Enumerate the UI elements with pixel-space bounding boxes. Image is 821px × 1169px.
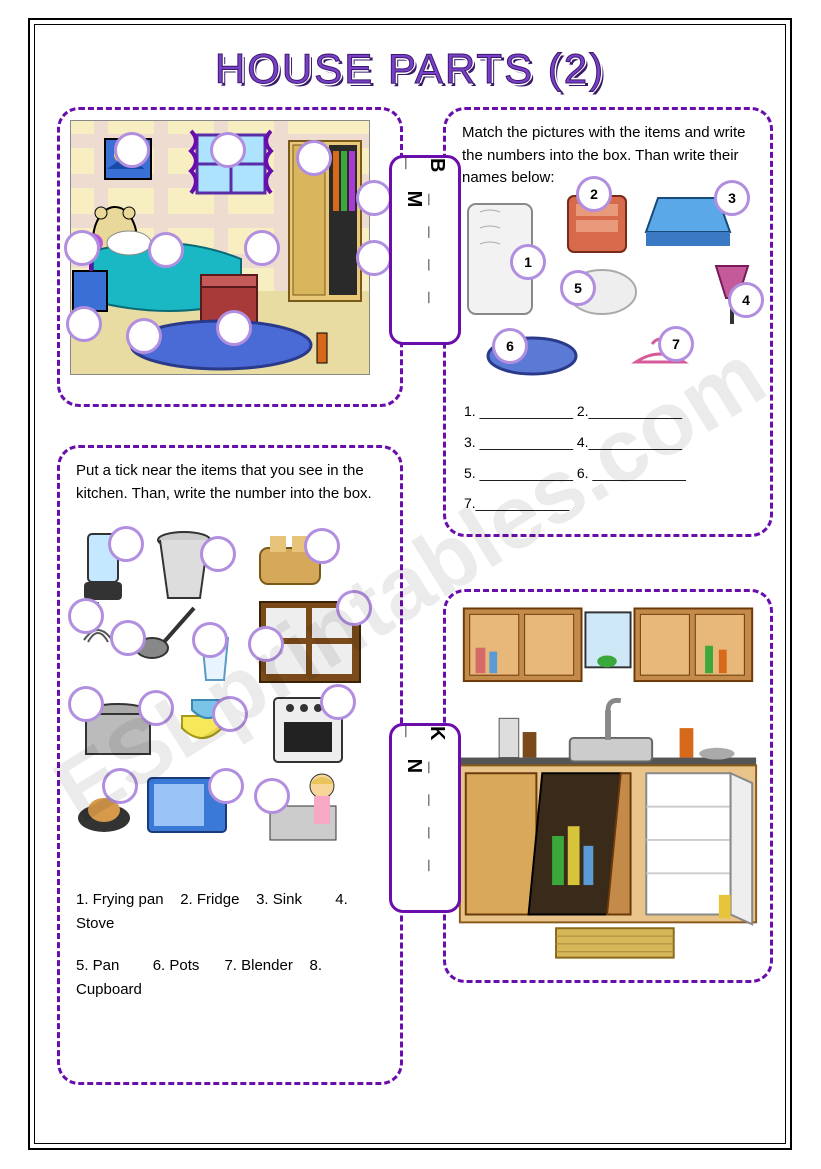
list-row: 5. Pan 6. Pots 7. Blender 8. Cupboard xyxy=(76,954,384,1002)
circle-number[interactable]: 6 xyxy=(492,328,528,364)
blank-line[interactable]: 5. ____________ 6. ____________ xyxy=(446,458,770,489)
circle-blank[interactable] xyxy=(296,140,332,176)
panel-tick: Put a tick near the items that you see i… xyxy=(57,445,403,1085)
match-blanks: 1. ____________ 2.____________ 3. ______… xyxy=(446,396,770,519)
circle-blank[interactable] xyxy=(216,310,252,346)
circle-blank[interactable] xyxy=(336,590,372,626)
panel-kitchen-scene xyxy=(443,589,773,983)
circle-blank[interactable] xyxy=(212,696,248,732)
circle-blank[interactable] xyxy=(254,778,290,814)
circle-blank[interactable] xyxy=(320,684,356,720)
match-instruction: Match the pictures with the items and wr… xyxy=(446,110,770,194)
page-title: HOUSE PARTS (2) xyxy=(215,45,605,93)
circle-blank[interactable] xyxy=(66,306,102,342)
circle-blank[interactable] xyxy=(192,622,228,658)
circle-number[interactable]: 5 xyxy=(560,270,596,306)
circle-blank[interactable] xyxy=(248,626,284,662)
panel-match: Match the pictures with the items and wr… xyxy=(443,107,773,537)
circle-blank[interactable] xyxy=(102,768,138,804)
room-label-bedroom[interactable]: B _ _ _ _ _ M xyxy=(389,155,461,345)
worksheet-page: HOUSE PARTS (2) xyxy=(0,0,821,1169)
circle-number[interactable]: 7 xyxy=(658,326,694,362)
outer-frame: HOUSE PARTS (2) xyxy=(28,18,792,1150)
circle-blank[interactable] xyxy=(244,230,280,266)
list-item: 6. Pots xyxy=(153,957,200,974)
circle-blank[interactable] xyxy=(148,232,184,268)
kitchen-illustration xyxy=(454,600,762,972)
tick-instruction: Put a tick near the items that you see i… xyxy=(60,448,400,509)
circle-blank[interactable] xyxy=(208,768,244,804)
tick-word-list: 1. Frying pan 2. Fridge 3. Sink 4. Stove… xyxy=(60,882,400,1008)
circle-number[interactable]: 4 xyxy=(728,282,764,318)
list-item: 2. Fridge xyxy=(180,891,239,908)
blank-line[interactable]: 3. ____________ 4.____________ xyxy=(446,427,770,458)
panel-bedroom-scene xyxy=(57,107,403,407)
room-label-kitchen[interactable]: K _ _ _ _ _ N xyxy=(389,723,461,913)
circle-blank[interactable] xyxy=(210,132,246,168)
circle-number[interactable]: 3 xyxy=(714,180,750,216)
circle-blank[interactable] xyxy=(68,686,104,722)
circle-blank[interactable] xyxy=(200,536,236,572)
inner-frame: HOUSE PARTS (2) xyxy=(34,24,786,1144)
list-item: 5. Pan xyxy=(76,957,119,974)
match-items-area: 1 2 3 4 5 6 7 xyxy=(460,188,760,388)
circle-blank[interactable] xyxy=(356,180,392,216)
list-row: 1. Frying pan 2. Fridge 3. Sink 4. Stove xyxy=(76,888,384,936)
blank-line[interactable]: 1. ____________ 2.____________ xyxy=(446,396,770,427)
circle-blank[interactable] xyxy=(304,528,340,564)
list-item: 1. Frying pan xyxy=(76,891,164,908)
circle-number[interactable]: 1 xyxy=(510,244,546,280)
list-item: 3. Sink xyxy=(256,891,302,908)
circle-blank[interactable] xyxy=(110,620,146,656)
circle-blank[interactable] xyxy=(126,318,162,354)
circle-blank[interactable] xyxy=(356,240,392,276)
circle-blank[interactable] xyxy=(114,132,150,168)
list-item: 7. Blender xyxy=(224,957,292,974)
circle-blank[interactable] xyxy=(138,690,174,726)
tick-items-area xyxy=(74,530,374,860)
circle-blank[interactable] xyxy=(64,230,100,266)
blank-line[interactable]: 7.____________ xyxy=(446,488,770,519)
circle-blank[interactable] xyxy=(108,526,144,562)
circle-number[interactable]: 2 xyxy=(576,176,612,212)
circle-blank[interactable] xyxy=(68,598,104,634)
